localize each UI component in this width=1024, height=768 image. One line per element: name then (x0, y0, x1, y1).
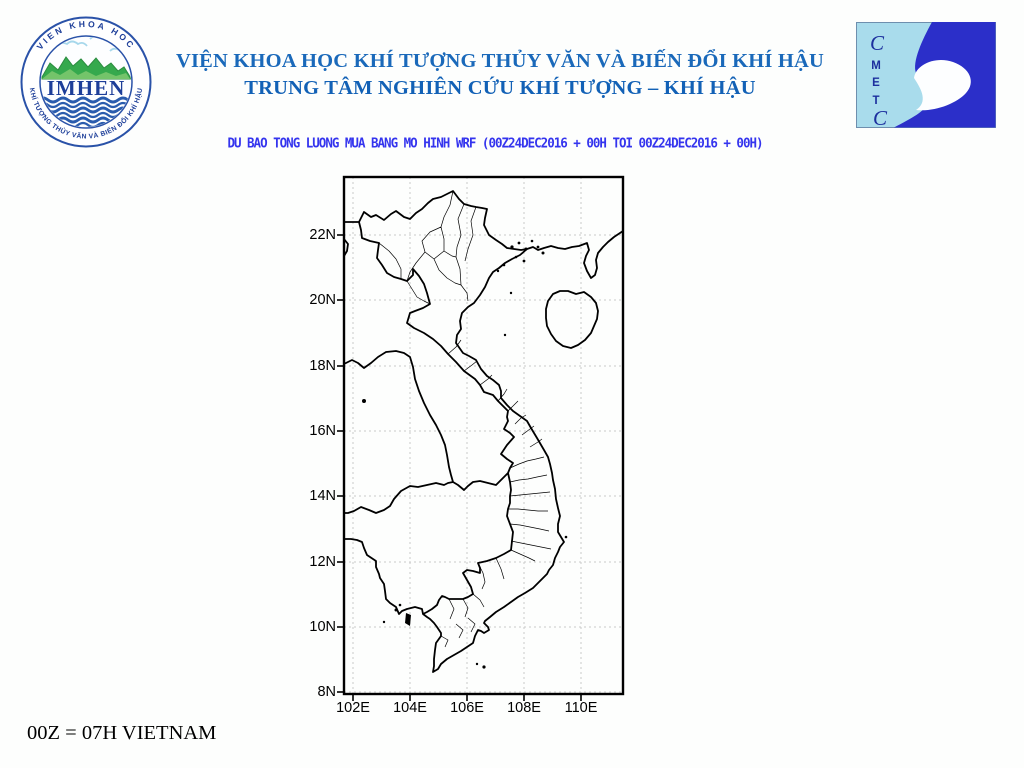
foothills-icon (42, 69, 130, 79)
svg-text:C: C (873, 106, 888, 128)
timezone-note: 00Z = 07H VIETNAM (27, 722, 217, 744)
imhen-logo: IMHEN VIEN KHOA HOC KHÍ TƯỢNG THỦY VĂN V… (20, 16, 152, 148)
svg-text:M: M (871, 60, 881, 72)
x-axis-label: 102E (336, 700, 370, 716)
y-axis-label: 10N (309, 619, 336, 635)
org-name-line2: TRUNG TÂM NGHIÊN CỨU KHÍ TƯỢNG – KHÍ HẬU (244, 77, 756, 99)
y-axis-label: 8N (317, 684, 336, 700)
x-axis-label: 108E (507, 700, 541, 716)
cmetc-letters: C M E T C (870, 31, 888, 128)
y-axis-label: 20N (309, 292, 336, 308)
map-frame (342, 175, 625, 696)
x-axis-label: 104E (393, 700, 427, 716)
y-axis-label: 14N (309, 488, 336, 504)
cmetc-white-swoosh (914, 59, 971, 111)
y-axis-label: 22N (309, 227, 336, 243)
province-borders (378, 190, 552, 648)
header-titles: VIỆN KHOA HỌC KHÍ TƯỢNG THỦY VĂN VÀ BIẾN… (0, 50, 1000, 100)
forecast-product-title: DU BAO TONG LUONG MUA BANG MO HINH WRF (… (227, 134, 763, 151)
svg-text:E: E (872, 77, 880, 89)
islands (362, 239, 568, 669)
x-axis-label: 106E (450, 700, 484, 716)
imhen-acronym: IMHEN (47, 76, 126, 100)
vietnam-map (337, 175, 625, 701)
org-name-line1: VIỆN KHOA HỌC KHÍ TƯỢNG THỦY VĂN VÀ BIẾN… (175, 50, 825, 72)
country-coastline-borders (344, 190, 623, 673)
svg-text:C: C (870, 31, 885, 55)
svg-text:T: T (872, 95, 879, 107)
y-axis-label: 12N (309, 554, 336, 570)
axis-ticks (337, 234, 582, 701)
y-axis-label: 18N (309, 358, 336, 374)
map-gridlines (344, 177, 623, 694)
x-axis-label: 110E (564, 700, 598, 716)
y-axis-label: 16N (309, 423, 336, 439)
cmetc-logo: C M E T C (856, 22, 996, 128)
